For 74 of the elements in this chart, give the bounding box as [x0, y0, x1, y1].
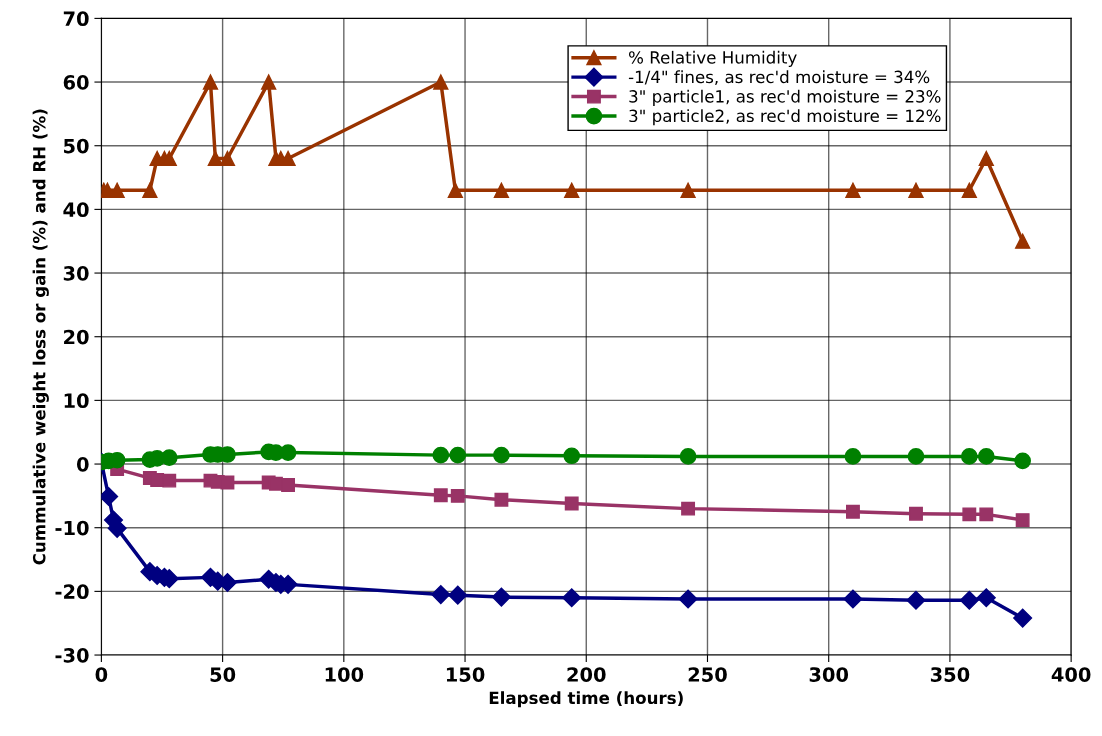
x-axis-title: Elapsed time (hours)	[489, 691, 683, 708]
point	[962, 507, 977, 522]
point	[681, 501, 696, 516]
point	[960, 448, 978, 465]
point	[432, 446, 450, 464]
x-tick-label: 250	[688, 667, 727, 682]
y-tick-label: 60	[63, 75, 89, 90]
point	[678, 589, 698, 609]
y-tick-label: 50	[64, 138, 89, 154]
point	[978, 150, 994, 167]
point	[564, 496, 579, 511]
point	[202, 74, 219, 90]
point	[977, 448, 995, 465]
point	[261, 74, 277, 90]
point	[909, 506, 923, 521]
point	[433, 488, 448, 503]
legend-label: 3" particle2, as rec'd moisture = 12%	[629, 109, 941, 126]
y-tick-label: 70	[63, 11, 89, 27]
point	[450, 488, 465, 503]
y-tick-label: 0	[76, 457, 89, 472]
point	[1015, 233, 1031, 249]
point	[843, 589, 863, 609]
point	[979, 507, 994, 522]
point	[281, 478, 296, 493]
point	[494, 492, 509, 507]
point	[101, 486, 119, 507]
point	[1014, 452, 1031, 470]
point	[906, 590, 926, 610]
point	[959, 590, 979, 610]
point	[433, 74, 449, 90]
y-tick-label: 30	[63, 266, 89, 281]
point	[908, 182, 924, 198]
legend-label: 3" particle1, as rec'd moisture = 23%	[629, 89, 941, 106]
point	[207, 150, 223, 167]
x-tick-label: 300	[809, 667, 849, 682]
point	[907, 448, 925, 465]
point	[431, 585, 451, 605]
point	[162, 473, 177, 488]
point	[493, 446, 510, 464]
y-tick-label: -20	[55, 584, 89, 600]
x-tick-label: 350	[930, 667, 970, 682]
point	[564, 182, 580, 198]
x-tick-label: 50	[210, 667, 236, 682]
y-tick-label: 20	[64, 329, 89, 345]
point	[846, 504, 860, 519]
point	[219, 150, 236, 167]
legend-label: % Relative Humidity	[629, 50, 797, 67]
point	[449, 446, 467, 464]
x-tick-label: 200	[567, 667, 606, 682]
x-tick-label: 100	[325, 667, 364, 682]
point	[680, 182, 696, 198]
point	[1015, 513, 1030, 528]
point	[562, 588, 582, 608]
point	[961, 182, 977, 198]
point	[447, 182, 463, 198]
point	[844, 448, 862, 465]
y-tick-label: -10	[55, 520, 89, 536]
x-tick-label: 150	[446, 667, 485, 682]
legend-label: -1/4" fines, as rec'd moisture = 34%	[628, 70, 930, 85]
point	[976, 588, 996, 608]
point	[448, 585, 468, 605]
point	[679, 448, 697, 465]
point	[563, 447, 581, 465]
y-tick-label: -30	[55, 648, 89, 663]
point	[142, 182, 158, 198]
point	[1013, 608, 1033, 628]
point	[493, 182, 510, 198]
y-tick-label: 10	[64, 393, 89, 409]
x-tick-label: 400	[1051, 667, 1091, 682]
y-axis-title: Cummulative weight loss or gain (%) and RH (%)	[32, 109, 49, 565]
x-tick-label: 0	[95, 667, 108, 682]
y-tick-label: 40	[63, 202, 89, 218]
point	[845, 182, 861, 198]
point	[491, 587, 511, 607]
